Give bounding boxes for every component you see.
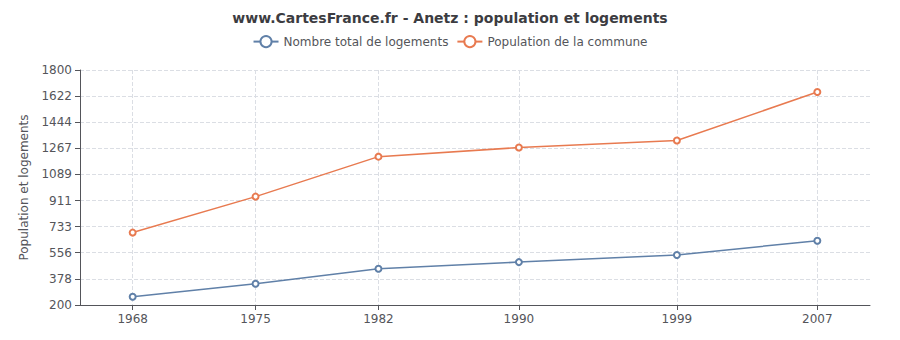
- svg-text:www.CartesFrance.fr - Anetz :: www.CartesFrance.fr - Anetz : population…: [232, 10, 667, 26]
- svg-text:1267: 1267: [41, 141, 72, 155]
- svg-text:733: 733: [49, 220, 72, 234]
- svg-text:1982: 1982: [363, 312, 394, 326]
- svg-text:1975: 1975: [240, 312, 271, 326]
- svg-text:1622: 1622: [41, 89, 72, 103]
- svg-text:Population de la commune: Population de la commune: [487, 35, 647, 49]
- svg-text:1089: 1089: [41, 167, 72, 181]
- svg-text:1800: 1800: [41, 63, 72, 77]
- svg-text:Population et logements: Population et logements: [17, 114, 31, 260]
- svg-text:1968: 1968: [117, 312, 148, 326]
- svg-text:200: 200: [49, 298, 72, 312]
- svg-text:1444: 1444: [41, 115, 72, 129]
- svg-text:1999: 1999: [662, 312, 693, 326]
- svg-text:556: 556: [49, 246, 72, 260]
- svg-text:911: 911: [49, 194, 72, 208]
- svg-text:1990: 1990: [504, 312, 535, 326]
- svg-text:378: 378: [49, 272, 72, 286]
- svg-text:Nombre total de logements: Nombre total de logements: [284, 35, 449, 49]
- svg-text:2007: 2007: [802, 312, 833, 326]
